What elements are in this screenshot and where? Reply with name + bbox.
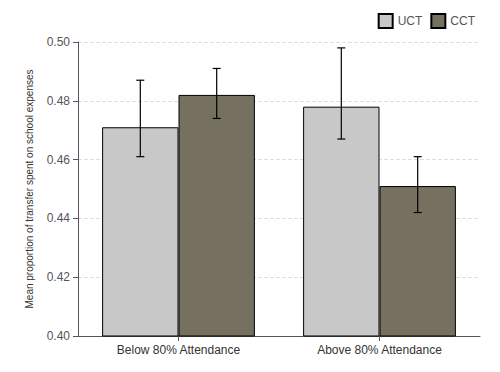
svg-text:0.50: 0.50 — [47, 35, 71, 49]
svg-text:0.48: 0.48 — [47, 94, 71, 108]
svg-text:Mean proportion of transfer sp: Mean proportion of transfer spent on sch… — [24, 69, 35, 308]
svg-text:Above 80% Attendance: Above 80% Attendance — [317, 343, 442, 357]
svg-text:CCT: CCT — [450, 14, 475, 28]
svg-text:UCT: UCT — [398, 14, 423, 28]
svg-text:0.40: 0.40 — [47, 329, 71, 343]
svg-text:0.44: 0.44 — [47, 211, 71, 225]
svg-text:0.42: 0.42 — [47, 270, 71, 284]
svg-text:Below 80% Attendance: Below 80% Attendance — [117, 343, 241, 357]
svg-text:0.46: 0.46 — [47, 153, 71, 167]
